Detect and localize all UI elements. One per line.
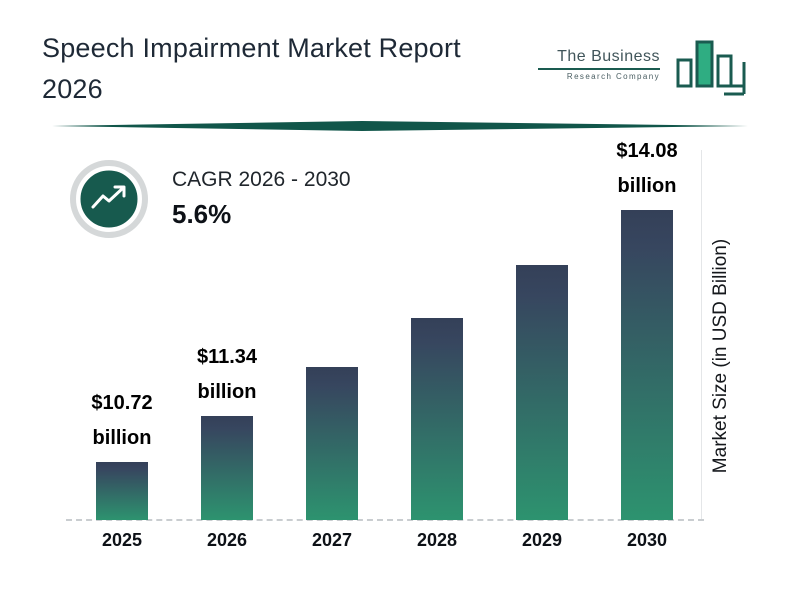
growth-trend-icon	[70, 160, 148, 238]
x-label-2025: 2025	[101, 530, 143, 550]
page-title: Speech Impairment Market Report 2026	[42, 28, 562, 109]
logo-line2: Research Company	[566, 72, 660, 81]
company-logo-text: The Business Research Company	[538, 48, 660, 81]
bar-value-label-2030: $14.08 billion	[616, 140, 678, 197]
bar-2027	[306, 367, 358, 520]
teal-divider	[52, 121, 748, 131]
x-label-2028: 2028	[416, 530, 458, 550]
cagr-value: 5.6%	[172, 199, 232, 229]
bar-value-label-2026: $11.34 billion	[196, 346, 258, 403]
bar-chart-logo-icon	[676, 40, 746, 96]
bar-2030	[621, 210, 673, 520]
x-label-2030: 2030	[626, 530, 668, 550]
bar-value-label-2025: $10.72 billion	[91, 392, 153, 449]
page-title-line1: Speech Impairment Market Report	[42, 33, 461, 63]
x-label-2027: 2027	[311, 530, 353, 550]
right-gridline	[701, 150, 702, 520]
company-logo: The Business Research Company	[538, 34, 750, 100]
bar-2026	[201, 416, 253, 520]
x-label-2026: 2026	[206, 530, 248, 550]
logo-underline	[538, 68, 660, 70]
bar-2029	[516, 265, 568, 520]
page-title-line2: 2026	[42, 73, 103, 104]
bar-2025	[96, 462, 148, 520]
cagr-texts: CAGR 2026 - 2030 5.6%	[172, 168, 351, 230]
y-axis-label: Market Size (in USD Billion)	[710, 238, 731, 474]
cagr-label: CAGR 2026 - 2030	[172, 168, 351, 191]
cagr-block: CAGR 2026 - 2030 5.6%	[68, 158, 351, 240]
x-axis-baseline	[66, 519, 704, 521]
x-label-2029: 2029	[521, 530, 563, 550]
bar-2028	[411, 318, 463, 520]
logo-line1: The Business	[557, 48, 660, 65]
